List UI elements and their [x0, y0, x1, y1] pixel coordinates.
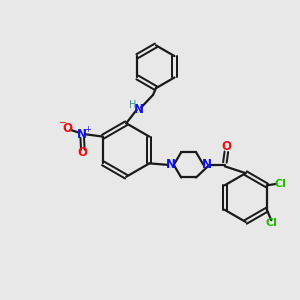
- Text: O: O: [78, 146, 88, 159]
- Text: N: N: [202, 158, 212, 171]
- Text: N: N: [77, 128, 87, 141]
- Text: +: +: [85, 125, 91, 134]
- Text: O: O: [62, 122, 72, 135]
- Text: O: O: [221, 140, 231, 153]
- Text: H: H: [129, 100, 136, 110]
- Text: −: −: [58, 118, 67, 128]
- Text: N: N: [134, 103, 144, 116]
- Text: Cl: Cl: [275, 179, 287, 189]
- Text: Cl: Cl: [265, 218, 277, 228]
- Text: N: N: [166, 158, 176, 171]
